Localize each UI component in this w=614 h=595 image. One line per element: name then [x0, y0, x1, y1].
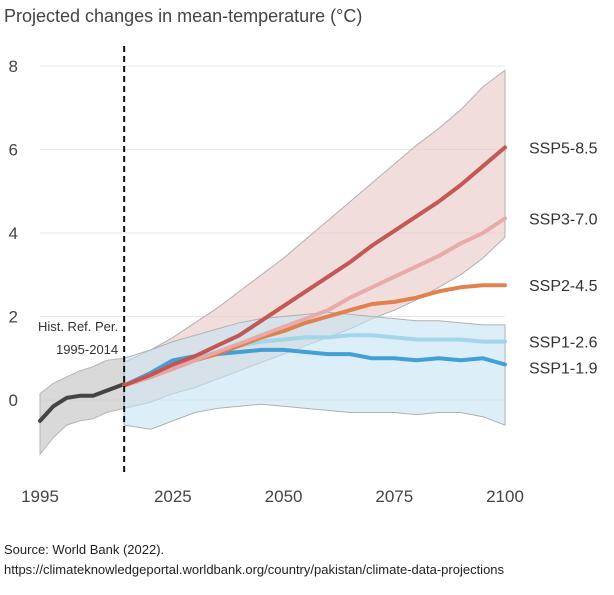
series-lines — [38, 145, 507, 423]
y-tick-label: 4 — [9, 224, 18, 243]
x-tick-label: 2100 — [486, 487, 524, 506]
x-tick-label: 2025 — [154, 487, 192, 506]
series-label-ssp3-7-0: SSP3-7.0 — [529, 211, 598, 228]
series-labels: SSP5-8.5 SSP3-7.0 SSP2-4.5 SSP1-2.6 SSP1-1.9 — [529, 140, 598, 377]
x-tick-label: 2050 — [265, 487, 303, 506]
series-label-ssp1-2-6: SSP1-2.6 — [529, 335, 598, 352]
temperature-projection-chart: Hist. Ref. Per. 1995-2014 0 2 4 6 8 1995 2025 20… — [9, 46, 598, 506]
chart-title: Projected changes in mean-temperature (°… — [4, 6, 363, 26]
uncertainty-bands — [39, 69, 506, 456]
historical-line — [38, 382, 127, 423]
reference-label-line2: 1995-2014 — [56, 342, 118, 357]
series-label-ssp5-8-5: SSP5-8.5 — [529, 140, 598, 157]
source-url: https://climateknowledgeportal.worldbank… — [4, 562, 505, 577]
series-label-ssp2-4-5: SSP2-4.5 — [529, 278, 598, 295]
x-tick-label: 1995 — [21, 487, 59, 506]
y-tick-label: 8 — [9, 57, 18, 76]
y-tick-label: 0 — [9, 391, 18, 410]
line-ssp3-7-0 — [122, 216, 507, 388]
source-citation: Source: World Bank (2022). — [4, 542, 165, 557]
y-tick-label: 2 — [9, 308, 18, 327]
y-tick-label: 6 — [9, 141, 18, 160]
x-tick-label: 2075 — [375, 487, 413, 506]
line-ssp5-8-5 — [122, 145, 507, 388]
reference-label-line1: Hist. Ref. Per. — [38, 319, 118, 334]
source-note: Source: World Bank (2022). https://clima… — [4, 540, 504, 580]
axis-tick-labels: 0 2 4 6 8 1995 2025 2050 2075 2100 — [9, 57, 524, 506]
reference-period-line: Hist. Ref. Per. 1995-2014 — [38, 46, 126, 472]
series-label-ssp1-1-9: SSP1-1.9 — [529, 361, 598, 378]
band-ssp1-1-9 — [123, 311, 506, 430]
